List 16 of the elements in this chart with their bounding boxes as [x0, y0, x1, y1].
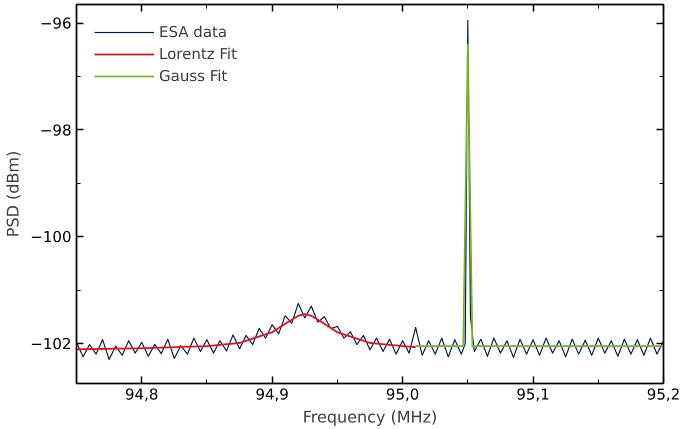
y-tick-label: −100 [30, 228, 72, 246]
y-tick-label: −96 [40, 14, 72, 33]
legend-label: Gauss Fit [159, 67, 228, 85]
x-tick-label: 95,2 [646, 386, 680, 404]
x-tick-label: 94,8 [125, 386, 158, 404]
x-tick-label: 94,9 [255, 386, 289, 404]
legend-label: ESA data [159, 23, 228, 41]
y-tick-label: −98 [40, 121, 72, 140]
legend-label: Lorentz Fit [159, 45, 237, 63]
x-axis-title: Frequency (MHz) [302, 408, 438, 426]
y-axis-title: PSD (dBm) [3, 150, 22, 238]
x-tick-label: 95,0 [386, 386, 420, 404]
x-tick-label: 95,1 [516, 386, 550, 404]
y-tick-label: −102 [30, 334, 72, 353]
line-series [76, 313, 417, 350]
line-series [76, 20, 664, 360]
